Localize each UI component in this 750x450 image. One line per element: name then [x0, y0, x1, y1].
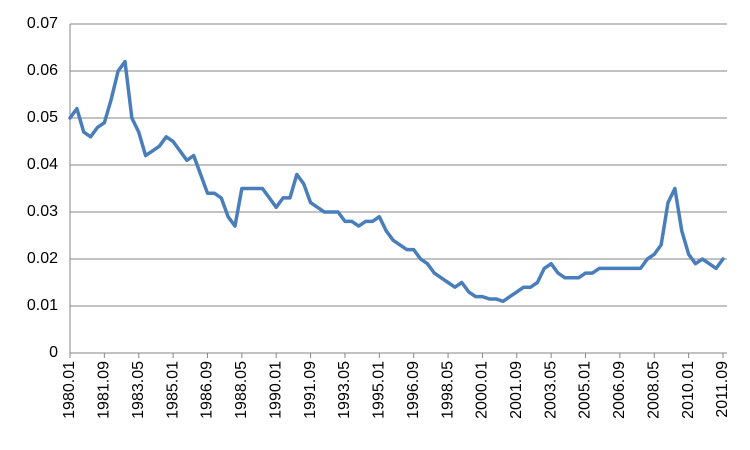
y-tick-label: 0.05	[27, 109, 58, 126]
x-tick-label: 1986.09	[199, 361, 216, 419]
y-tick-label: 0.03	[27, 203, 58, 220]
x-tick-label: 1988.05	[233, 361, 250, 419]
x-tick-label: 2006.09	[611, 361, 628, 419]
x-tick-label: 1995.01	[371, 361, 388, 419]
y-tick-label: 0.07	[27, 15, 58, 32]
y-tick-label: 0.06	[27, 62, 58, 79]
x-tick-label: 2011.09	[714, 361, 731, 418]
y-tick-label: 0.01	[27, 297, 58, 314]
x-tick-label: 1996.09	[405, 361, 422, 419]
x-tick-label: 1998.05	[439, 361, 456, 419]
x-tick-label: 2010.01	[680, 361, 697, 419]
x-tick-label: 1980.01	[61, 361, 78, 419]
y-tick-label: 0.04	[27, 156, 58, 173]
x-tick-label: 2000.01	[474, 361, 491, 419]
data-line	[68, 59, 725, 304]
x-tick-label: 1981.09	[96, 361, 113, 419]
x-tick-label: 2001.09	[508, 361, 525, 419]
x-tick-label: 2005.01	[577, 361, 594, 419]
x-tick-label: 1991.09	[302, 361, 319, 419]
x-tick-label: 1993.05	[336, 361, 353, 419]
x-tick-label: 1985.01	[164, 361, 181, 419]
y-tick-label: 0.02	[27, 250, 58, 267]
x-tick-label: 2003.05	[542, 361, 559, 419]
x-tick-label: 2008.05	[645, 361, 662, 419]
x-tick-label: 1983.05	[130, 361, 147, 419]
y-tick-label: 0	[49, 344, 58, 361]
x-tick-label: 1990.01	[267, 361, 284, 419]
